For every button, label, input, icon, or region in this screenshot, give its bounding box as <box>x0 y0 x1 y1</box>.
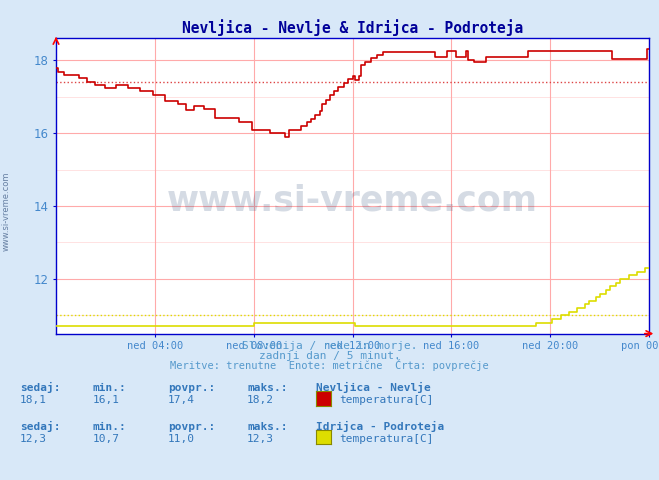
Text: min.:: min.: <box>92 421 126 432</box>
Text: sedaj:: sedaj: <box>20 382 60 393</box>
Text: min.:: min.: <box>92 383 126 393</box>
Text: povpr.:: povpr.: <box>168 421 215 432</box>
Text: temperatura[C]: temperatura[C] <box>339 395 434 405</box>
Text: 10,7: 10,7 <box>92 433 119 444</box>
Text: temperatura[C]: temperatura[C] <box>339 433 434 444</box>
Text: 16,1: 16,1 <box>92 395 119 405</box>
Text: zadnji dan / 5 minut.: zadnji dan / 5 minut. <box>258 351 401 361</box>
Text: 11,0: 11,0 <box>168 433 195 444</box>
Text: 18,1: 18,1 <box>20 395 47 405</box>
Text: Nevljica - Nevlje: Nevljica - Nevlje <box>316 382 431 393</box>
Text: Idrijca - Podroteja: Idrijca - Podroteja <box>316 420 445 432</box>
Text: www.si-vreme.com: www.si-vreme.com <box>167 184 538 218</box>
Text: www.si-vreme.com: www.si-vreme.com <box>2 171 11 251</box>
Text: 17,4: 17,4 <box>168 395 195 405</box>
Text: povpr.:: povpr.: <box>168 383 215 393</box>
Text: 12,3: 12,3 <box>247 433 274 444</box>
Text: Slovenija / reke in morje.: Slovenija / reke in morje. <box>242 341 417 351</box>
Text: 18,2: 18,2 <box>247 395 274 405</box>
Title: Nevljica - Nevlje & Idrijca - Podroteja: Nevljica - Nevlje & Idrijca - Podroteja <box>182 19 523 36</box>
Text: maks.:: maks.: <box>247 421 287 432</box>
Text: sedaj:: sedaj: <box>20 420 60 432</box>
Text: maks.:: maks.: <box>247 383 287 393</box>
Text: 12,3: 12,3 <box>20 433 47 444</box>
Text: Meritve: trenutne  Enote: metrične  Črta: povprečje: Meritve: trenutne Enote: metrične Črta: … <box>170 359 489 371</box>
